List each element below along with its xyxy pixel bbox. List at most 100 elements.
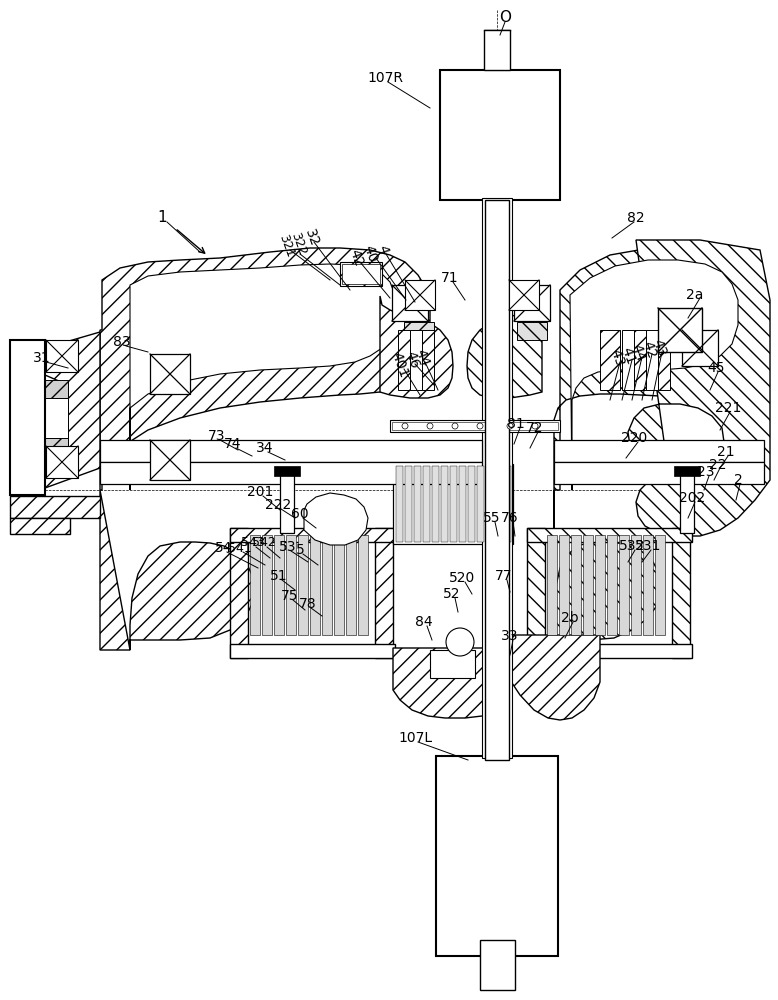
Bar <box>436 756 558 956</box>
Bar <box>393 464 513 544</box>
Text: 77: 77 <box>496 569 513 583</box>
Bar <box>643 535 653 635</box>
Text: 55: 55 <box>483 511 501 525</box>
Polygon shape <box>570 260 738 490</box>
Bar <box>46 340 78 372</box>
Bar <box>392 285 428 321</box>
Bar <box>274 535 284 635</box>
Text: 81: 81 <box>507 417 525 431</box>
Bar <box>334 535 344 635</box>
Text: 2a: 2a <box>686 288 703 302</box>
Text: 83: 83 <box>113 335 131 349</box>
Text: 82: 82 <box>627 211 645 225</box>
Text: 34: 34 <box>256 441 274 455</box>
Text: 45: 45 <box>707 361 725 375</box>
Text: 201: 201 <box>247 485 273 499</box>
Text: 520: 520 <box>449 571 475 585</box>
Circle shape <box>402 423 408 429</box>
Text: 78: 78 <box>300 597 317 611</box>
Text: 543: 543 <box>241 536 265 550</box>
Bar <box>10 518 70 534</box>
Bar <box>482 198 512 758</box>
Bar <box>477 466 484 542</box>
Bar <box>527 528 545 658</box>
Bar <box>658 308 702 352</box>
Bar <box>554 440 764 462</box>
Bar <box>280 468 294 533</box>
Bar <box>631 535 641 635</box>
Bar <box>250 535 260 635</box>
Text: 53: 53 <box>279 540 296 554</box>
Bar <box>390 420 560 432</box>
Polygon shape <box>510 635 600 720</box>
Text: 22: 22 <box>710 458 727 472</box>
Bar <box>600 330 620 390</box>
Bar <box>607 535 617 635</box>
Polygon shape <box>100 490 254 650</box>
Text: 44: 44 <box>412 347 432 369</box>
Polygon shape <box>554 490 662 650</box>
Bar <box>358 535 368 635</box>
Circle shape <box>507 423 513 429</box>
Bar <box>423 466 430 542</box>
Text: 60: 60 <box>291 507 309 521</box>
Text: 1: 1 <box>157 211 166 226</box>
Text: 2b: 2b <box>561 611 579 625</box>
Bar <box>150 354 190 394</box>
Text: 202: 202 <box>679 491 705 505</box>
Bar <box>622 330 634 390</box>
Text: 73: 73 <box>209 429 226 443</box>
Bar <box>571 535 581 635</box>
Bar <box>392 422 558 430</box>
Polygon shape <box>45 332 100 488</box>
Bar <box>322 535 332 635</box>
Text: 321: 321 <box>276 233 296 259</box>
Bar <box>45 438 68 456</box>
Text: 43: 43 <box>650 337 668 359</box>
Bar <box>422 330 434 390</box>
Polygon shape <box>100 248 430 490</box>
Text: 107R: 107R <box>367 71 403 85</box>
Bar <box>298 535 308 635</box>
Bar <box>634 330 646 390</box>
Bar <box>486 466 493 542</box>
Bar <box>414 466 421 542</box>
Bar <box>100 440 482 462</box>
Bar <box>150 440 190 480</box>
Text: 5: 5 <box>296 543 304 557</box>
Text: 221: 221 <box>715 401 741 415</box>
Bar <box>517 322 547 340</box>
Bar <box>495 466 502 542</box>
Bar <box>619 535 629 635</box>
Polygon shape <box>554 248 762 490</box>
Polygon shape <box>628 240 770 536</box>
Text: 74: 74 <box>224 437 242 451</box>
Text: 4: 4 <box>375 243 391 257</box>
Circle shape <box>452 423 458 429</box>
Bar <box>658 330 670 390</box>
Bar <box>527 528 692 542</box>
Bar <box>554 462 764 484</box>
Bar <box>405 466 412 542</box>
Polygon shape <box>393 648 512 718</box>
Bar <box>485 200 509 760</box>
Polygon shape <box>380 296 453 398</box>
Text: 541: 541 <box>228 542 252 554</box>
Bar <box>46 446 78 478</box>
Text: 42: 42 <box>640 339 658 361</box>
Text: 46: 46 <box>402 349 422 371</box>
Circle shape <box>446 628 474 656</box>
Bar <box>230 528 248 658</box>
Bar <box>595 535 605 635</box>
Text: 51: 51 <box>270 569 288 583</box>
Text: 40: 40 <box>360 243 380 265</box>
Text: 322: 322 <box>288 231 308 257</box>
Bar <box>230 644 395 658</box>
Circle shape <box>477 423 483 429</box>
Text: 542: 542 <box>252 536 276 550</box>
Text: 43: 43 <box>608 347 626 369</box>
Text: 21: 21 <box>717 445 734 459</box>
Bar <box>674 466 700 476</box>
Polygon shape <box>304 493 368 545</box>
Text: 84: 84 <box>415 615 433 629</box>
